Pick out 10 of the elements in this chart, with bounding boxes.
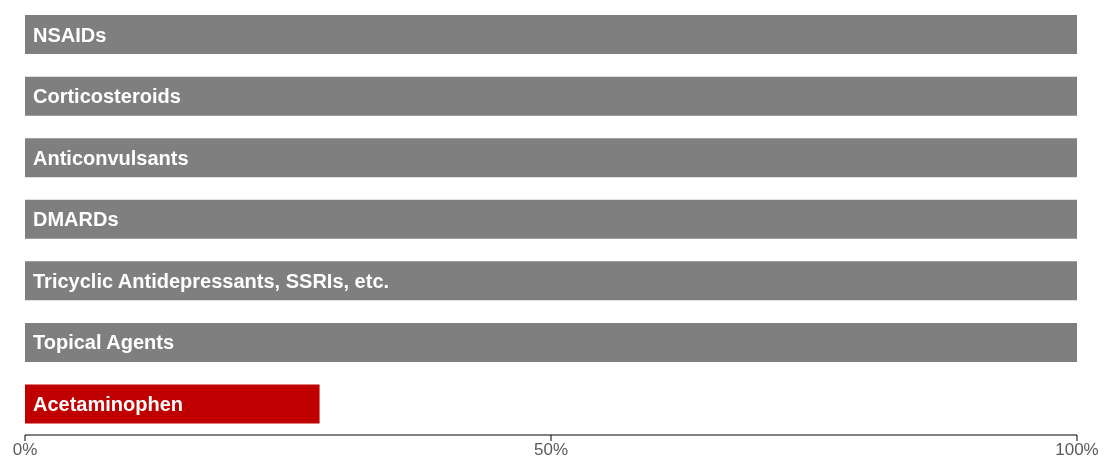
y-tick-label: Anticonvulsants [33,146,189,169]
y-tick-label: NSAIDs [33,23,107,46]
y-tick-label: DMARDs [33,208,119,231]
x-tick-label: 50% [533,440,569,460]
x-tick-label: 100% [1055,440,1099,460]
x-tick-label: 0% [12,440,38,460]
y-tick-label: Corticosteroids [33,85,181,108]
y-tick-label: Topical Agents [33,331,175,354]
y-tick-label: Acetaminophen [33,393,184,416]
y-tick-label: Tricyclic Antidepressants, SSRIs, etc. [33,269,390,292]
